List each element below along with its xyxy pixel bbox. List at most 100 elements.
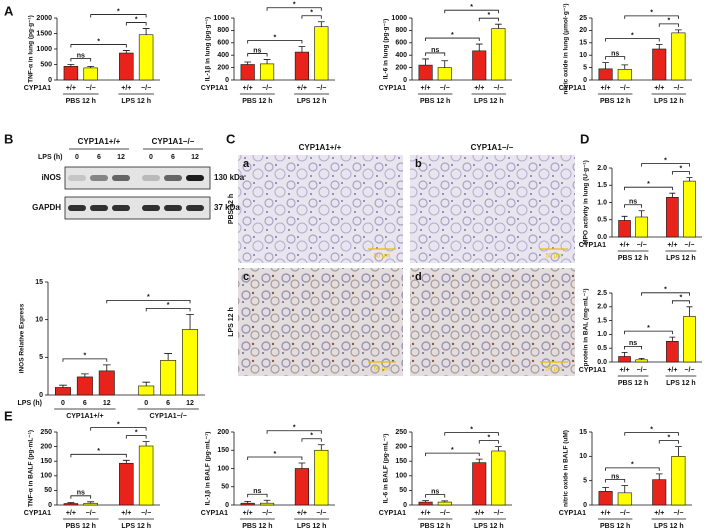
y-tick-label: 0 bbox=[48, 77, 52, 84]
panel-label: B bbox=[4, 131, 13, 146]
blot-band bbox=[164, 175, 182, 181]
y-tick-label: 200 bbox=[395, 64, 407, 71]
y-tick-label: 25 bbox=[579, 15, 587, 22]
significance-bracket bbox=[624, 15, 679, 19]
error-bar bbox=[67, 64, 75, 67]
y-tick-label: 400 bbox=[395, 52, 407, 59]
x-tick-label: −/− bbox=[440, 85, 450, 92]
y-axis-label: IL-1β in lung (pg·g⁻¹) bbox=[205, 17, 212, 81]
y-tick-label: 2.0 bbox=[597, 165, 607, 172]
x-tick-label: +/+ bbox=[421, 85, 431, 92]
x-tick-label: +/+ bbox=[121, 510, 131, 517]
x-tick-label: +/+ bbox=[619, 367, 629, 374]
x-tick-label: 0 bbox=[61, 400, 65, 407]
significance-bracket bbox=[624, 204, 643, 208]
y-tick-label: 200 bbox=[40, 443, 52, 450]
error-bar bbox=[495, 446, 502, 451]
significance-bracket bbox=[641, 163, 690, 167]
group-label: PBS 12 h bbox=[600, 523, 630, 530]
y-tick-label: 10 bbox=[579, 453, 587, 460]
y-axis-label: IL-1β in BALF (pg·mL⁻¹) bbox=[205, 432, 212, 506]
x-tick-label: 6 bbox=[166, 400, 170, 407]
x-tick-label: +/+ bbox=[654, 85, 664, 92]
significance-bracket bbox=[624, 345, 643, 350]
group-label: PBS 12 h bbox=[420, 98, 450, 105]
error-bar bbox=[122, 459, 130, 464]
y-tick-label: 5 bbox=[583, 478, 587, 485]
error-bar bbox=[142, 28, 150, 35]
y-tick-label: 0.0 bbox=[597, 359, 607, 366]
significance-bracket bbox=[90, 14, 147, 18]
x-tick-label: +/+ bbox=[121, 85, 131, 92]
x-tick-label: 6 bbox=[83, 400, 87, 407]
group-label: PBS 12 h bbox=[242, 523, 272, 530]
significance-label: * bbox=[293, 2, 296, 9]
significance-bracket bbox=[641, 292, 690, 296]
y-tick-label: 250 bbox=[40, 429, 52, 436]
significance-bracket bbox=[301, 15, 322, 19]
scale-bar-label: 50 μm bbox=[546, 367, 563, 373]
y-tick-label: 0 bbox=[403, 77, 407, 84]
y-tick-label: 0 bbox=[48, 502, 52, 509]
significance-label: * bbox=[273, 34, 276, 41]
significance-bracket bbox=[247, 53, 268, 57]
error-bar bbox=[422, 58, 429, 66]
blot-strip bbox=[64, 196, 211, 220]
micrograph-letter: a bbox=[243, 158, 250, 170]
error-bar bbox=[59, 384, 67, 388]
significance-bracket bbox=[605, 479, 626, 483]
bar bbox=[182, 329, 199, 396]
x-tick-label: −/− bbox=[493, 85, 503, 92]
x-tick-label: +/+ bbox=[243, 510, 253, 517]
significance-bracket bbox=[605, 56, 626, 60]
significance-bracket bbox=[247, 456, 303, 461]
significance-label: * bbox=[84, 353, 87, 360]
group-label: PBS 12 h bbox=[618, 380, 648, 387]
y-tick-label: 2.5 bbox=[597, 290, 607, 297]
y-axis-label: TNF-α in lung (pg·g⁻¹) bbox=[28, 15, 35, 83]
y-tick-label: 500 bbox=[40, 61, 52, 68]
bar bbox=[119, 462, 134, 506]
bar bbox=[418, 501, 433, 506]
bar bbox=[54, 387, 71, 396]
significance-bracket bbox=[658, 440, 679, 444]
bar bbox=[618, 356, 631, 363]
bar bbox=[294, 468, 310, 506]
error-bar bbox=[87, 65, 95, 68]
error-bar bbox=[263, 59, 271, 64]
x-tick-label: −/− bbox=[684, 242, 694, 249]
significance-bracket bbox=[444, 9, 499, 14]
blot-band bbox=[142, 175, 160, 181]
error-bar bbox=[422, 500, 429, 503]
y-tick-label: 10 bbox=[35, 317, 43, 324]
blot-band bbox=[112, 175, 130, 181]
blot-lane: 12 bbox=[191, 154, 199, 161]
row-label: LPS (h) bbox=[18, 400, 43, 407]
y-axis-label: protein in BAL (mg·mL⁻¹) bbox=[583, 288, 590, 366]
error-bar bbox=[142, 441, 150, 447]
significance-label: * bbox=[310, 433, 313, 440]
significance-label: * bbox=[310, 10, 313, 17]
error-bar bbox=[441, 60, 449, 68]
error-bar bbox=[81, 373, 89, 377]
significance-bracket bbox=[658, 23, 679, 27]
row-label: CYP1A1 bbox=[579, 242, 606, 249]
significance-label: * bbox=[97, 448, 100, 455]
significance-label: * bbox=[680, 166, 683, 173]
error-bar bbox=[621, 351, 628, 357]
band-size: 37 kDa bbox=[214, 203, 240, 212]
significance-label: * bbox=[451, 32, 454, 39]
group-label: CYP1A1+/+ bbox=[66, 413, 103, 420]
significance-bracket bbox=[145, 307, 191, 312]
y-tick-label: 150 bbox=[40, 458, 52, 465]
error-bar bbox=[675, 29, 682, 33]
significance-label: * bbox=[664, 287, 667, 294]
significance-label: * bbox=[487, 12, 490, 19]
x-tick-label: −/− bbox=[262, 85, 272, 92]
group-label: LPS 12 h bbox=[297, 523, 327, 530]
y-tick-label: 200 bbox=[395, 443, 407, 450]
y-tick-label: 1.5 bbox=[597, 317, 607, 324]
panel-label: E bbox=[4, 408, 13, 423]
bar bbox=[666, 340, 679, 363]
y-tick-label: 50 bbox=[221, 484, 229, 491]
